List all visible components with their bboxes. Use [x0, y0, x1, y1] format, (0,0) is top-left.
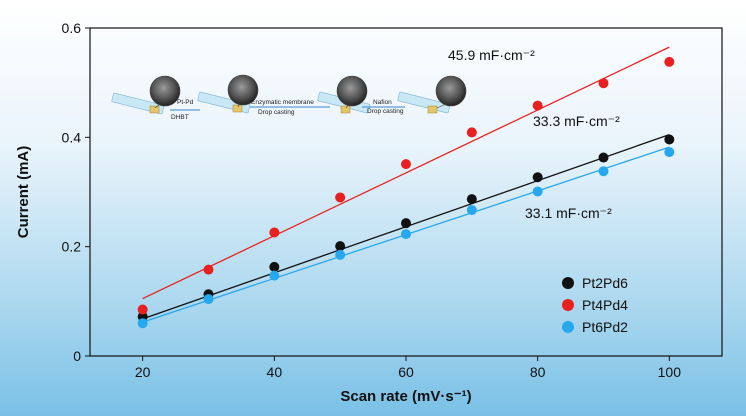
electrode-2 [197, 91, 251, 114]
x-axis: 20 40 60 80 100 [135, 356, 681, 380]
x-axis-title: Scan rate (mV·s⁻¹) [340, 388, 471, 405]
sem-image-3 [336, 75, 368, 107]
x-tick-label: 40 [267, 364, 283, 380]
data-point-pt2pd6 [335, 241, 346, 252]
legend-marker-pt4pd4 [562, 299, 574, 311]
data-point-pt2pd6 [598, 152, 609, 163]
legend: Pt2Pd6 Pt4Pd4 Pt6Pd2 [562, 275, 628, 335]
sem-image-4 [435, 75, 467, 107]
data-point-pt2pd6 [401, 218, 411, 229]
data-point-pt6pd2 [664, 147, 675, 158]
data-point-pt4pd4 [269, 227, 280, 238]
data-point-pt6pd2 [532, 186, 543, 197]
data-points [137, 56, 675, 329]
legend-label-pt6pd2: Pt6Pd2 [582, 319, 628, 335]
fit-line-pt4pd4 [142, 46, 670, 300]
data-point-pt6pd2 [466, 205, 477, 216]
data-point-pt6pd2 [269, 270, 280, 281]
sem-image-1 [149, 75, 181, 107]
x-tick-label: 80 [530, 364, 546, 380]
data-point-pt4pd4 [335, 192, 346, 203]
inset-step-1-top: Pt-Pd [177, 99, 194, 106]
electrode-1 [111, 92, 165, 115]
data-point-pt4pd4 [137, 304, 148, 315]
inset-step-3-bottom: Drop casting [367, 108, 404, 115]
y-axis-title: Current (mA) [15, 146, 32, 239]
data-point-pt2pd6 [664, 134, 675, 145]
inset-step-3-top: Nafion [373, 99, 392, 106]
data-point-pt6pd2 [335, 249, 346, 260]
slope-annotation-pt6pd2: 33.1 mF·cm⁻² [525, 205, 612, 221]
legend-label-pt4pd4: Pt4Pd4 [582, 297, 628, 313]
y-tick-label: 0.4 [62, 129, 82, 145]
inset-step-2-bottom: Drop casting [258, 109, 295, 116]
slope-annotation-pt2pd6: 33.3 mF·cm⁻² [533, 113, 620, 129]
data-point-pt4pd4 [664, 56, 675, 67]
data-point-pt2pd6 [466, 194, 477, 205]
slope-annotation-pt4pd4: 45.9 mF·cm⁻² [448, 47, 535, 63]
x-tick-label: 60 [398, 364, 414, 380]
data-point-pt4pd4 [401, 159, 411, 170]
data-point-pt6pd2 [401, 229, 411, 240]
data-point-pt4pd4 [532, 100, 543, 111]
process-inset: Pt-Pd DHBT Enzymatic membrane Drop casti… [111, 74, 467, 121]
data-point-pt6pd2 [203, 294, 214, 305]
inset-step-2-top: Enzymatic membrane [251, 99, 314, 106]
data-point-pt2pd6 [532, 172, 543, 183]
slope-annotations: 33.3 mF·cm⁻² 45.9 mF·cm⁻² 33.1 mF·cm⁻² [448, 47, 620, 221]
data-point-pt2pd6 [269, 261, 280, 272]
y-tick-label: 0.2 [62, 239, 82, 255]
y-tick-label: 0.6 [62, 20, 82, 36]
x-tick-label: 100 [658, 364, 682, 380]
x-tick-label: 20 [135, 364, 151, 380]
data-point-pt6pd2 [137, 318, 148, 329]
y-axis: 0 0.2 0.4 0.6 [62, 20, 90, 364]
legend-marker-pt6pd2 [562, 321, 574, 333]
inset-step-1-bottom: DHBT [171, 114, 189, 121]
y-tick-label: 0 [73, 348, 81, 364]
data-point-pt6pd2 [598, 166, 609, 177]
sem-image-2 [227, 74, 259, 106]
data-point-pt4pd4 [598, 78, 609, 89]
legend-marker-pt2pd6 [562, 277, 574, 289]
legend-label-pt2pd6: Pt2Pd6 [582, 275, 628, 291]
data-point-pt4pd4 [466, 127, 477, 138]
data-point-pt4pd4 [203, 264, 214, 275]
